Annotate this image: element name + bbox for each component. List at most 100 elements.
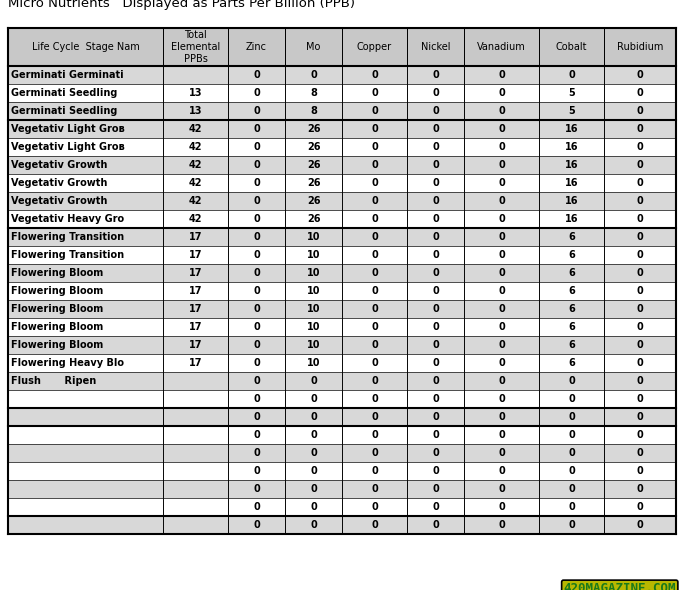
Bar — [163, 516, 228, 534]
Text: 0: 0 — [310, 412, 317, 422]
Bar — [285, 354, 342, 372]
Bar — [342, 66, 407, 84]
Bar — [407, 498, 464, 516]
Text: 6: 6 — [568, 322, 575, 332]
Text: 17: 17 — [188, 268, 202, 278]
Bar — [163, 282, 228, 300]
Text: 0: 0 — [371, 178, 378, 188]
Text: Flowering Bloom: Flowering Bloom — [11, 268, 103, 278]
Text: 0: 0 — [498, 232, 505, 242]
Text: 0: 0 — [637, 178, 643, 188]
Text: 0: 0 — [253, 232, 260, 242]
Bar — [285, 84, 342, 102]
Text: Vegetativ Growth: Vegetativ Growth — [11, 178, 107, 188]
Text: 0: 0 — [310, 70, 317, 80]
Bar — [285, 336, 342, 354]
Bar — [8, 282, 163, 300]
Text: 0: 0 — [637, 286, 643, 296]
Bar — [8, 138, 163, 156]
Bar — [604, 264, 676, 282]
Text: Copper: Copper — [357, 42, 392, 52]
Text: 13: 13 — [188, 88, 202, 98]
Text: Germinati Germinati: Germinati Germinati — [11, 70, 123, 80]
Bar — [604, 246, 676, 264]
Text: 0: 0 — [637, 160, 643, 170]
Bar — [163, 372, 228, 390]
Text: 0: 0 — [637, 304, 643, 314]
Bar — [285, 246, 342, 264]
Text: 0: 0 — [637, 520, 643, 530]
Bar — [163, 390, 228, 408]
Bar — [342, 28, 407, 66]
Text: 6: 6 — [568, 286, 575, 296]
Bar — [407, 174, 464, 192]
Text: 0: 0 — [310, 394, 317, 404]
Text: 17: 17 — [188, 340, 202, 350]
Bar — [342, 444, 407, 462]
Text: Rubidium: Rubidium — [617, 42, 663, 52]
Bar — [604, 84, 676, 102]
Bar — [407, 28, 464, 66]
Bar — [8, 480, 163, 498]
Bar — [464, 426, 539, 444]
Bar — [604, 426, 676, 444]
Text: 0: 0 — [432, 160, 439, 170]
Bar — [407, 372, 464, 390]
Bar — [464, 498, 539, 516]
Bar — [8, 444, 163, 462]
Text: 0: 0 — [310, 520, 317, 530]
Text: 0: 0 — [498, 214, 505, 224]
Bar — [8, 84, 163, 102]
Bar — [604, 120, 676, 138]
Bar — [342, 390, 407, 408]
Bar — [8, 462, 163, 480]
Text: 0: 0 — [637, 484, 643, 494]
Text: 0: 0 — [432, 430, 439, 440]
Bar — [604, 318, 676, 336]
Bar — [228, 28, 285, 66]
Text: 0: 0 — [637, 88, 643, 98]
Bar — [163, 444, 228, 462]
Bar — [163, 156, 228, 174]
Bar — [163, 264, 228, 282]
Bar — [407, 336, 464, 354]
Text: Vegetativ Light Groв: Vegetativ Light Groв — [11, 142, 125, 152]
Bar — [163, 480, 228, 498]
Text: 0: 0 — [253, 286, 260, 296]
Bar — [163, 318, 228, 336]
Bar — [604, 480, 676, 498]
Bar — [539, 174, 604, 192]
Bar — [342, 516, 407, 534]
Text: 0: 0 — [253, 394, 260, 404]
Bar — [8, 156, 163, 174]
Bar — [228, 444, 285, 462]
Text: 0: 0 — [498, 502, 505, 512]
Text: 0: 0 — [568, 448, 575, 458]
Text: 0: 0 — [568, 412, 575, 422]
Bar — [464, 246, 539, 264]
Text: 16: 16 — [565, 124, 578, 134]
Text: 0: 0 — [432, 502, 439, 512]
Bar — [539, 210, 604, 228]
Text: 0: 0 — [371, 484, 378, 494]
Bar — [342, 354, 407, 372]
Bar — [342, 480, 407, 498]
Bar — [539, 462, 604, 480]
Bar — [464, 516, 539, 534]
Bar — [285, 318, 342, 336]
Bar — [342, 408, 407, 426]
Text: 0: 0 — [637, 268, 643, 278]
Bar — [407, 228, 464, 246]
Bar — [464, 264, 539, 282]
Bar — [285, 174, 342, 192]
Text: 0: 0 — [253, 160, 260, 170]
Text: 0: 0 — [371, 196, 378, 206]
Text: 6: 6 — [568, 358, 575, 368]
Text: 0: 0 — [371, 142, 378, 152]
Text: 0: 0 — [498, 394, 505, 404]
Bar — [464, 318, 539, 336]
Bar — [163, 228, 228, 246]
Bar — [604, 408, 676, 426]
Text: 0: 0 — [253, 88, 260, 98]
Bar — [539, 102, 604, 120]
